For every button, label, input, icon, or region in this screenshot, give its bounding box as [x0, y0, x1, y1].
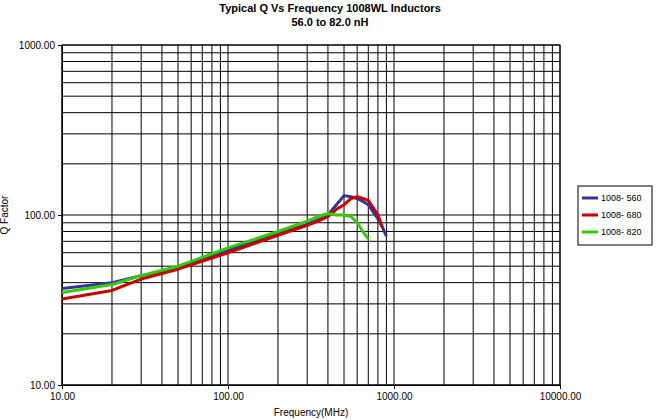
minor-grid-line	[62, 96, 560, 97]
x-tick-mark	[228, 385, 229, 389]
x-axis-title: Frequency(MHz)	[274, 407, 348, 418]
x-tick: 1000.00	[376, 385, 413, 402]
x-tick-mark	[394, 385, 395, 389]
legend-swatch	[582, 231, 598, 234]
y-tick-mark	[58, 385, 62, 386]
y-axis-title: Q Factor	[0, 195, 10, 235]
subtitle: 56.0 to 82.0 nH	[291, 16, 368, 28]
x-tick-label: 1000.00	[376, 391, 413, 402]
title: Typical Q Vs Frequency 1008WL Inductors	[219, 2, 441, 14]
legend-label: 1008- 820	[601, 227, 642, 237]
legend-swatch	[582, 214, 598, 217]
legend-label: 1008- 560	[601, 193, 642, 203]
minor-grid-line	[62, 71, 560, 72]
series-line	[62, 197, 382, 299]
x-tick-mark	[560, 385, 561, 389]
legend-box	[578, 186, 652, 245]
chart: 10.00 100.00 1000.00 10000.00 10.00 100.00 100…	[0, 0, 658, 420]
minor-grid-line	[62, 333, 560, 334]
series-group	[62, 196, 386, 299]
x-tick: 100.00	[213, 385, 244, 402]
minor-grid-line	[62, 231, 560, 232]
y-tick-label: 1000.00	[19, 40, 56, 51]
x-tick-label: 10000.00	[540, 391, 582, 402]
minor-grid-line	[62, 241, 560, 242]
minor-grid-line	[62, 61, 560, 62]
x-axis: 10.00 100.00 1000.00 10000.00	[50, 385, 582, 402]
y-tick-label: 100.00	[24, 210, 55, 221]
x-tick-label: 100.00	[213, 391, 244, 402]
plot-area	[62, 45, 560, 385]
x-tick: 10000.00	[540, 385, 582, 402]
plot: 10.00 100.00 1000.00 10000.00 10.00 100.00 100…	[19, 40, 582, 402]
legend-label: 1008- 680	[601, 210, 642, 220]
minor-grid-line	[62, 112, 560, 113]
minor-grid-line	[62, 82, 560, 83]
plot-frame	[62, 45, 560, 385]
legend: 1008- 560 1008- 680 1008- 820	[578, 186, 652, 245]
y-tick-mark	[58, 45, 62, 46]
x-tick-label: 10.00	[50, 391, 75, 402]
y-tick: 100.00	[24, 210, 62, 221]
grid	[62, 45, 560, 385]
minor-grid-line	[62, 266, 560, 267]
y-tick-mark	[58, 215, 62, 216]
minor-grid-line	[62, 52, 560, 53]
legend-swatch	[582, 197, 598, 200]
y-axis: 10.00 100.00 1000.00	[19, 40, 63, 391]
minor-grid-line	[62, 303, 560, 304]
y-tick: 1000.00	[19, 40, 62, 51]
minor-grid-line	[62, 252, 560, 253]
series-line	[62, 214, 368, 293]
y-tick-label: 10.00	[30, 380, 55, 391]
y-tick: 10.00	[30, 380, 62, 391]
grid-line	[62, 215, 560, 216]
minor-grid-line	[62, 133, 560, 134]
x-axis-line	[63, 386, 561, 390]
minor-grid-line	[62, 163, 560, 164]
